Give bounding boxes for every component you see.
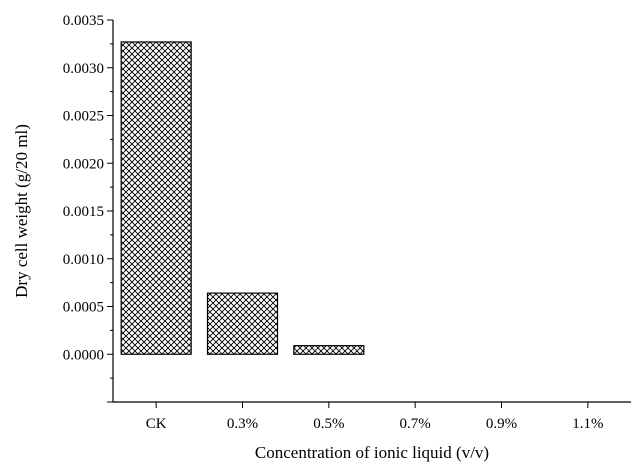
x-tick-label: 0.7%: [400, 416, 431, 432]
x-axis-title: Concentration of ionic liquid (v/v): [255, 443, 489, 462]
bars-layer: [120, 41, 365, 355]
y-tick-label: 0.0030: [63, 61, 104, 77]
y-tick-label: 0.0015: [63, 204, 104, 220]
bar-1: [206, 292, 279, 355]
x-axis-ticks: CK 0.3% 0.5% 0.7% 0.9% 1.1%: [146, 402, 603, 432]
y-tick-label: 0.0010: [63, 252, 104, 268]
bar-0: [120, 41, 192, 355]
y-tick-label: 0.0035: [63, 13, 104, 29]
x-tick-label: 0.9%: [486, 416, 517, 432]
y-tick-label: 0.0005: [63, 300, 104, 316]
y-axis-ticks: 0.0000 0.0005 0.0010 0.0015 0.0020 0.0025 0.00…: [63, 13, 113, 403]
y-axis-title: Dry cell weight (g/20 ml): [12, 124, 31, 298]
x-tick-label: 0.5%: [313, 416, 344, 432]
bar-2: [293, 345, 365, 355]
x-tick-label: 1.1%: [572, 416, 603, 432]
x-tick-label: CK: [146, 416, 167, 432]
y-tick-label: 0.0000: [63, 347, 104, 363]
x-tick-label: 0.3%: [227, 416, 258, 432]
y-tick-label: 0.0020: [63, 156, 104, 172]
y-tick-label: 0.0025: [63, 109, 104, 125]
